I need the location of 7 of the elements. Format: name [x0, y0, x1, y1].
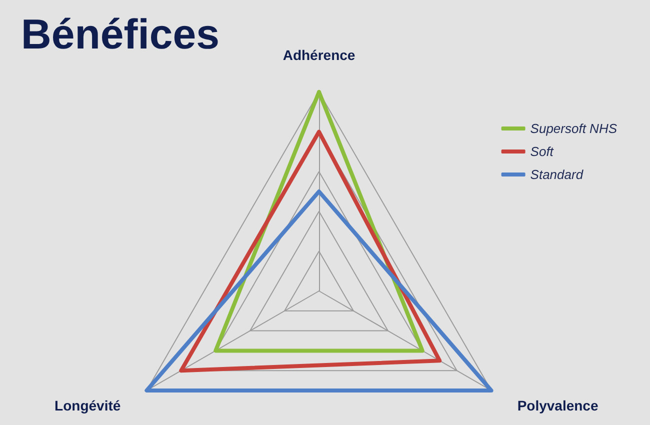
- legend-label: Standard: [530, 167, 584, 182]
- legend-label: Supersoft NHS: [530, 121, 618, 136]
- spoke-label: Adhérence: [282, 47, 356, 63]
- chart-title: Bénéfices: [21, 10, 220, 58]
- spoke-label: Longévité: [54, 398, 121, 414]
- legend-label: Soft: [530, 144, 555, 159]
- spoke-label: Polyvalence: [517, 398, 598, 414]
